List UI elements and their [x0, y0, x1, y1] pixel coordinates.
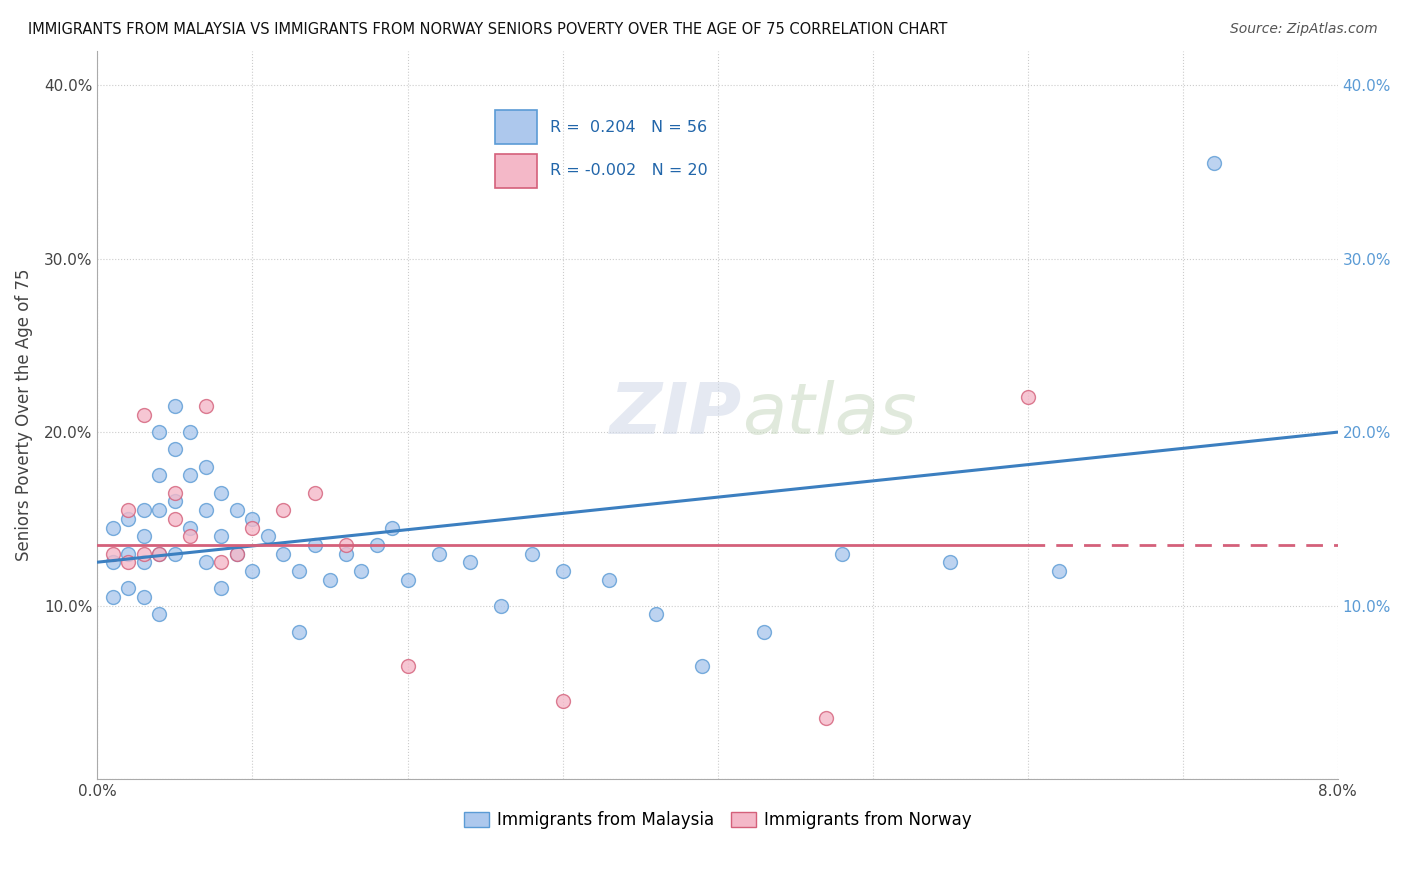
- Text: atlas: atlas: [742, 380, 917, 450]
- Point: [132, 408, 155, 422]
- Point: [381, 520, 404, 534]
- Point: [163, 399, 186, 413]
- Point: [520, 547, 543, 561]
- Point: [195, 555, 218, 569]
- Point: [598, 573, 620, 587]
- Point: [226, 547, 249, 561]
- Point: [132, 529, 155, 543]
- Text: IMMIGRANTS FROM MALAYSIA VS IMMIGRANTS FROM NORWAY SENIORS POVERTY OVER THE AGE : IMMIGRANTS FROM MALAYSIA VS IMMIGRANTS F…: [28, 22, 948, 37]
- Point: [242, 564, 264, 578]
- Point: [226, 503, 249, 517]
- Point: [319, 573, 342, 587]
- Point: [195, 503, 218, 517]
- Point: [458, 555, 481, 569]
- Point: [132, 503, 155, 517]
- Text: Source: ZipAtlas.com: Source: ZipAtlas.com: [1230, 22, 1378, 37]
- Point: [117, 547, 139, 561]
- Point: [101, 547, 124, 561]
- Point: [148, 468, 170, 483]
- Point: [117, 503, 139, 517]
- Point: [335, 538, 357, 552]
- Point: [551, 564, 574, 578]
- Point: [179, 468, 201, 483]
- Legend: Immigrants from Malaysia, Immigrants from Norway: Immigrants from Malaysia, Immigrants fro…: [457, 805, 979, 836]
- Point: [211, 485, 233, 500]
- Y-axis label: Seniors Poverty Over the Age of 75: Seniors Poverty Over the Age of 75: [15, 268, 32, 561]
- Point: [939, 555, 962, 569]
- Point: [831, 547, 853, 561]
- Point: [1017, 391, 1039, 405]
- Point: [163, 547, 186, 561]
- Point: [101, 590, 124, 604]
- Point: [644, 607, 666, 622]
- Point: [117, 555, 139, 569]
- Point: [163, 485, 186, 500]
- Point: [117, 512, 139, 526]
- Point: [752, 624, 775, 639]
- Point: [163, 512, 186, 526]
- Point: [273, 503, 295, 517]
- Point: [1202, 156, 1225, 170]
- Point: [101, 555, 124, 569]
- Point: [551, 694, 574, 708]
- Point: [179, 425, 201, 439]
- Point: [148, 607, 170, 622]
- Point: [427, 547, 450, 561]
- Point: [226, 547, 249, 561]
- Point: [148, 547, 170, 561]
- Point: [335, 547, 357, 561]
- Point: [366, 538, 388, 552]
- Point: [211, 581, 233, 595]
- Point: [690, 659, 713, 673]
- Point: [815, 711, 838, 725]
- Point: [148, 547, 170, 561]
- Point: [396, 573, 419, 587]
- Point: [288, 624, 311, 639]
- Point: [211, 529, 233, 543]
- Point: [396, 659, 419, 673]
- Point: [195, 459, 218, 474]
- Point: [242, 520, 264, 534]
- Point: [1047, 564, 1070, 578]
- Point: [489, 599, 512, 613]
- Point: [350, 564, 373, 578]
- Point: [117, 581, 139, 595]
- Point: [101, 520, 124, 534]
- Point: [132, 547, 155, 561]
- Point: [195, 399, 218, 413]
- Point: [257, 529, 280, 543]
- Point: [148, 503, 170, 517]
- Point: [148, 425, 170, 439]
- Point: [132, 555, 155, 569]
- Point: [132, 590, 155, 604]
- Point: [242, 512, 264, 526]
- Point: [273, 547, 295, 561]
- Point: [179, 529, 201, 543]
- Point: [163, 442, 186, 457]
- Point: [304, 538, 326, 552]
- Text: ZIP: ZIP: [610, 380, 742, 450]
- Point: [288, 564, 311, 578]
- Point: [179, 520, 201, 534]
- Point: [163, 494, 186, 508]
- Point: [304, 485, 326, 500]
- Point: [211, 555, 233, 569]
